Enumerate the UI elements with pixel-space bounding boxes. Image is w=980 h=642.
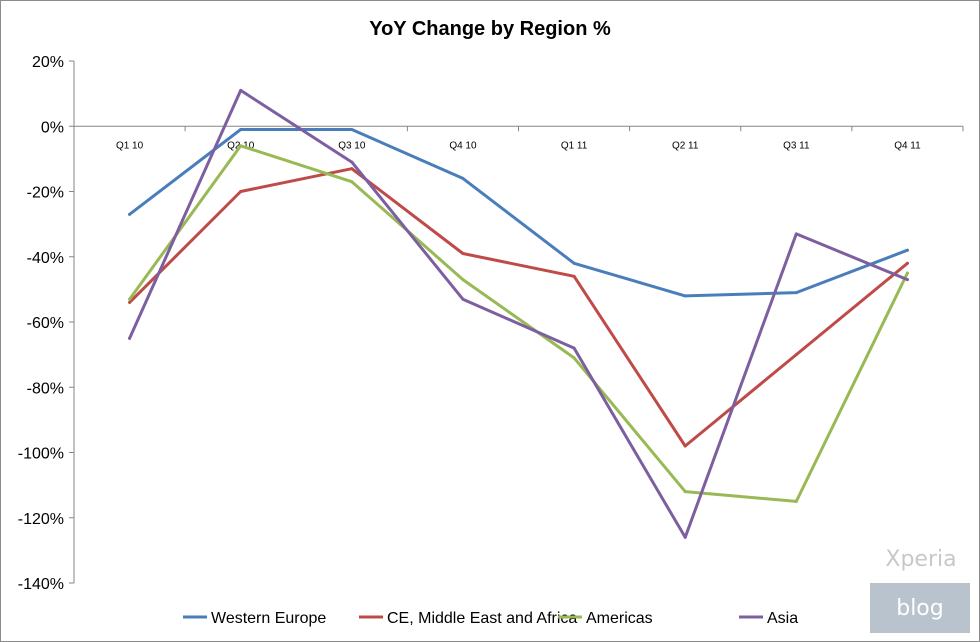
- watermark-bottom: blog: [896, 596, 944, 621]
- data-point-asia: [350, 160, 354, 164]
- data-point-western-europe: [794, 291, 798, 295]
- watermark-box: [870, 583, 970, 633]
- y-axis: 20% 0% -20% -40% -60% -80% -100% -120% -140%: [18, 54, 75, 593]
- series-layer: [128, 88, 909, 539]
- data-point-asia: [239, 88, 243, 92]
- x-tick-label: Q4 10: [449, 140, 477, 151]
- data-point-asia: [683, 535, 687, 539]
- data-point-americas: [239, 144, 243, 148]
- data-point-americas: [905, 271, 909, 275]
- series-line-western-europe: [128, 128, 909, 298]
- series-line-asia: [128, 88, 909, 539]
- y-tick-label: -60%: [27, 315, 64, 332]
- data-point-ce-middle-east-and-africa: [350, 167, 354, 171]
- y-tick-label: -20%: [27, 185, 64, 202]
- legend-label-western-europe: Western Europe: [211, 610, 326, 627]
- data-point-western-europe: [350, 128, 354, 132]
- data-point-ce-middle-east-and-africa: [572, 274, 576, 278]
- data-point-ce-middle-east-and-africa: [683, 444, 687, 448]
- data-point-asia: [905, 278, 909, 282]
- legend-label-americas: Americas: [586, 610, 653, 627]
- data-point-western-europe: [572, 261, 576, 265]
- data-point-americas: [683, 490, 687, 494]
- data-point-western-europe: [461, 176, 465, 180]
- x-tick-label: Q1 10: [116, 140, 144, 151]
- data-point-americas: [461, 278, 465, 282]
- data-point-ce-middle-east-and-africa: [128, 300, 132, 304]
- data-point-western-europe: [905, 248, 909, 252]
- legend-label-asia: Asia: [767, 610, 798, 627]
- y-tick-label: -80%: [27, 380, 64, 397]
- data-point-americas: [572, 356, 576, 360]
- y-tick-label: 20%: [32, 54, 64, 71]
- watermark-top: Xperia: [885, 547, 956, 572]
- y-tick-label: -120%: [18, 511, 64, 528]
- data-point-ce-middle-east-and-africa: [239, 190, 243, 193]
- y-tick-label: -100%: [18, 446, 64, 463]
- data-point-western-europe: [683, 294, 687, 298]
- y-tick-label: -40%: [27, 250, 64, 267]
- y-tick-label: -140%: [18, 576, 64, 593]
- series-line-ce-middle-east-and-africa: [128, 167, 909, 448]
- legend-label-ce-middle-east-and-africa: CE, Middle East and Africa: [387, 610, 577, 627]
- data-point-asia: [572, 346, 576, 350]
- x-tick-label: Q4 11: [894, 140, 921, 151]
- data-point-americas: [350, 180, 354, 184]
- x-axis: Q1 10 Q2 10 Q3 10 Q4 10 Q1 11 Q2 11 Q3 11 Q4 11: [73, 125, 964, 151]
- data-point-asia: [461, 297, 465, 301]
- watermark: Xperia blog: [870, 547, 970, 633]
- data-point-ce-middle-east-and-africa: [461, 251, 465, 255]
- data-point-americas: [128, 297, 132, 301]
- data-point-asia: [794, 232, 798, 236]
- chart-title: YoY Change by Region %: [369, 18, 611, 40]
- data-point-americas: [794, 499, 798, 503]
- y-tick-label: 0%: [41, 119, 64, 136]
- x-tick-label: Q3 11: [783, 140, 810, 151]
- x-tick-label: Q3 10: [338, 140, 366, 151]
- data-point-western-europe: [128, 212, 132, 216]
- data-point-western-europe: [239, 128, 243, 132]
- series-line-americas: [128, 144, 909, 503]
- x-tick-label: Q1 11: [561, 140, 588, 151]
- legend: Western Europe CE, Middle East and Africa…: [183, 610, 798, 627]
- data-point-ce-middle-east-and-africa: [905, 261, 909, 265]
- data-point-asia: [128, 336, 132, 340]
- data-point-ce-middle-east-and-africa: [794, 353, 798, 357]
- x-tick-label: Q2 11: [672, 140, 699, 151]
